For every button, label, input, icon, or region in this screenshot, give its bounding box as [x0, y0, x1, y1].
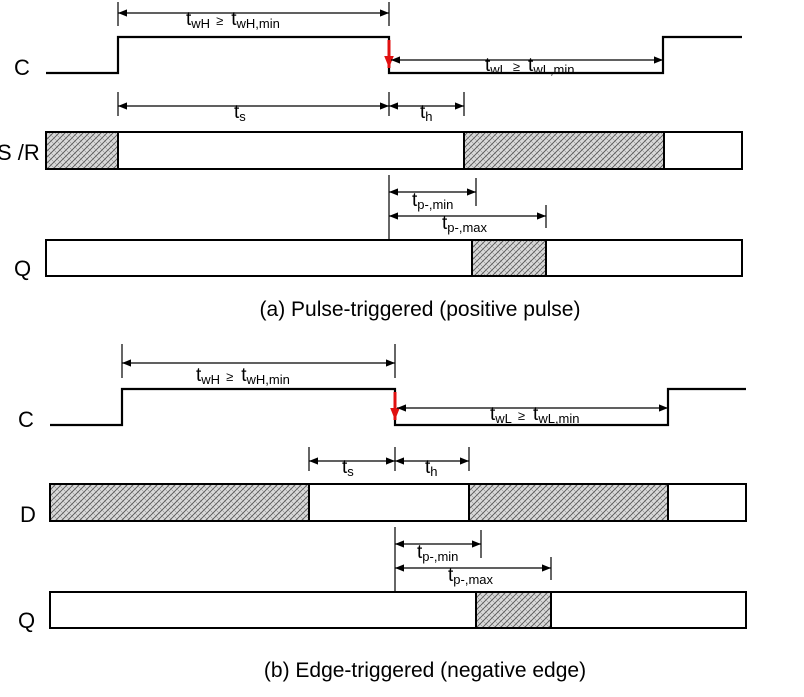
- q-signal-bar-b: [49, 591, 747, 629]
- d-invalid-region-2: [468, 483, 669, 522]
- twh-dimension: twH ≥ twH,min: [117, 2, 390, 31]
- signal-label-sr: S /R: [0, 140, 40, 165]
- tp-max-label: tp-,max: [442, 213, 488, 235]
- twh-label-b: twH ≥ twH,min: [196, 365, 290, 387]
- q-transition-region-b: [475, 591, 552, 629]
- twl-label-b: twL ≥ twL,min: [490, 404, 580, 426]
- twh-dimension-b: twH ≥ twH,min: [121, 344, 396, 387]
- signal-label-q-b: Q: [18, 608, 35, 633]
- q-transition-region: [471, 239, 547, 277]
- twh-label: twH ≥ twH,min: [186, 9, 280, 31]
- panel-b: C twH ≥ twH,min twL ≥ twL,min ts th D: [18, 344, 747, 682]
- ts-label: ts: [234, 102, 246, 124]
- th-label: th: [420, 102, 433, 124]
- tp-max-label-b: tp-,max: [448, 565, 494, 587]
- clock-waveform: [46, 35, 742, 75]
- panel-a: C twH ≥ twH,min twL ≥ twL,min ts: [0, 2, 743, 321]
- signal-label-q: Q: [14, 256, 31, 281]
- tp-dimension: tp-,min tp-,max: [388, 175, 547, 240]
- d-invalid-region-1: [49, 483, 310, 522]
- sr-invalid-region-1: [45, 131, 119, 170]
- ts-th-dimension-b: ts th: [308, 447, 470, 479]
- caption-a: (a) Pulse-triggered (positive pulse): [260, 298, 581, 321]
- tp-dimension-b: tp-,min tp-,max: [394, 527, 552, 592]
- signal-label-d: D: [20, 502, 36, 527]
- twl-label: twL ≥ twL,min: [485, 55, 575, 77]
- ts-label-b: ts: [342, 457, 354, 479]
- signal-label-c: C: [14, 55, 30, 80]
- twl-dimension: twL ≥ twL,min: [391, 55, 663, 77]
- signal-label-c-b: C: [18, 407, 34, 432]
- tp-min-label-b: tp-,min: [417, 542, 458, 564]
- th-label-b: th: [425, 457, 438, 479]
- ts-th-dimension: ts th: [117, 92, 465, 124]
- sr-invalid-region-2: [463, 131, 665, 170]
- clock-waveform-b: [50, 387, 746, 427]
- twl-dimension-b: twL ≥ twL,min: [397, 404, 668, 426]
- caption-b: (b) Edge-triggered (negative edge): [264, 659, 586, 682]
- tp-min-label: tp-,min: [412, 190, 453, 212]
- q-signal-bar: [45, 239, 743, 277]
